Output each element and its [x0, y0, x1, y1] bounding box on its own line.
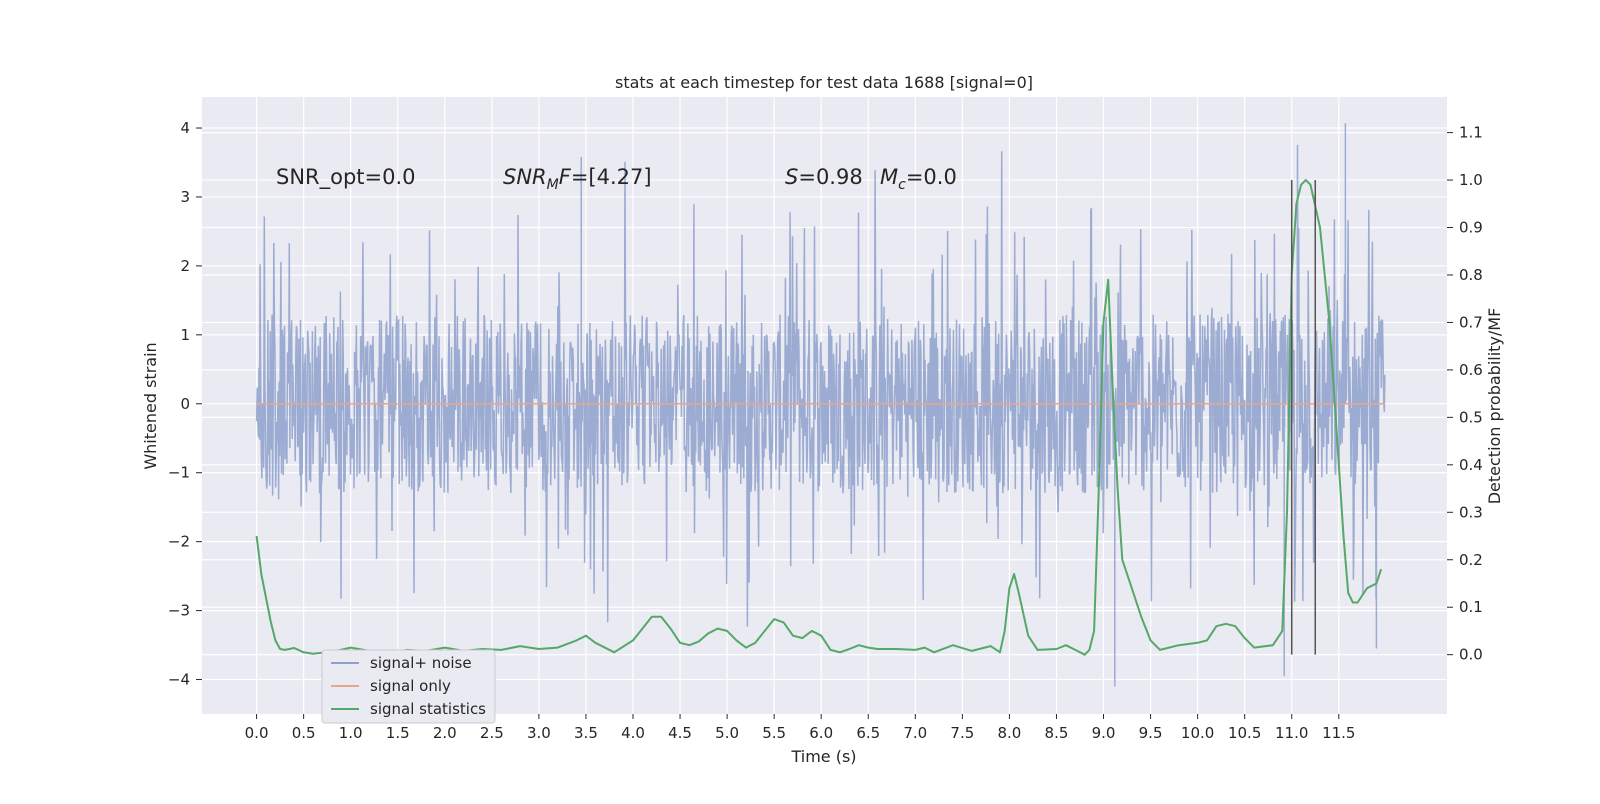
detection-markers — [1290, 180, 1317, 655]
y-right-tick-label-5: 0.5 — [1459, 408, 1483, 426]
snr-mf-f: F — [559, 165, 572, 189]
y-right-tick-label-2: 0.2 — [1459, 551, 1483, 569]
y-right-tick-label-9: 0.9 — [1459, 219, 1483, 237]
statistics-line — [255, 179, 1383, 656]
x-tick-label-19: 9.5 — [1139, 724, 1163, 742]
y-right-tick-label-10: 1.0 — [1459, 171, 1483, 189]
x-tick-label-7: 3.5 — [574, 724, 598, 742]
y-right-tick-label-1: 0.1 — [1459, 598, 1483, 616]
snr-mf-annotation: SNRMF=[4.27] — [503, 165, 652, 193]
snr-opt-annotation: SNR_opt=0.0 — [276, 165, 416, 190]
y-right-tick-label-4: 0.4 — [1459, 456, 1483, 474]
s-annotation: S=0.98 — [785, 165, 863, 189]
mc-sub: c — [898, 177, 906, 193]
y-left-axis-ticks: −4 −3 −2 −1 0 1 2 3 4 — [168, 119, 202, 689]
chart-title: stats at each timestep for test data 168… — [615, 73, 1033, 92]
x-tick-label-4: 2.0 — [433, 724, 457, 742]
x-tick-label-17: 8.5 — [1045, 724, 1069, 742]
x-tick-label-18: 9.0 — [1092, 724, 1116, 742]
y-right-tick-label-0: 0.0 — [1459, 646, 1483, 664]
x-tick-label-13: 6.5 — [856, 724, 880, 742]
mc-value: =0.0 — [906, 165, 957, 189]
x-axis-label: Time (s) — [790, 747, 856, 766]
snr-mf-value: =[4.27] — [571, 165, 652, 189]
signal-statistics-series — [255, 179, 1383, 656]
x-tick-label-10: 5.0 — [715, 724, 739, 742]
y-left-axis-label: Whitened strain — [141, 342, 160, 469]
x-axis-ticks: 0.0 0.5 1.0 1.5 2.0 2.5 3.0 3.5 4.0 4.5 5.0 5.5 6.0 6… — [245, 714, 1355, 742]
x-tick-label-8: 4.0 — [621, 724, 645, 742]
y-left-tick-label-0: −4 — [168, 671, 190, 689]
y-right-axis-ticks: 0.0 0.1 0.2 0.3 0.4 0.5 0.6 0.7 0.8 0.9 1.0 1.1 — [1447, 124, 1483, 664]
x-tick-label-16: 8.0 — [997, 724, 1021, 742]
y-right-tick-label-11: 1.1 — [1459, 124, 1483, 142]
x-tick-label-1: 0.5 — [292, 724, 316, 742]
signal-noise-series — [255, 123, 1386, 687]
x-tick-label-0: 0.0 — [245, 724, 269, 742]
y-right-tick-label-3: 0.3 — [1459, 503, 1483, 521]
legend: signal+ noise signal only signal statist… — [321, 649, 496, 724]
x-tick-label-11: 5.5 — [762, 724, 786, 742]
x-tick-label-15: 7.5 — [950, 724, 974, 742]
x-tick-label-21: 10.5 — [1228, 724, 1261, 742]
x-tick-label-2: 1.0 — [339, 724, 363, 742]
x-tick-label-20: 10.0 — [1181, 724, 1214, 742]
x-tick-label-23: 11.5 — [1322, 724, 1355, 742]
y-left-tick-label-5: 1 — [180, 326, 190, 344]
y-left-tick-label-6: 2 — [180, 257, 190, 275]
y-right-tick-label-7: 0.7 — [1459, 313, 1483, 331]
legend-box — [321, 649, 496, 724]
x-tick-label-9: 4.5 — [668, 724, 692, 742]
legend-noise-label: signal+ noise — [370, 654, 472, 672]
s-value: =0.98 — [798, 165, 862, 189]
x-tick-label-5: 2.5 — [480, 724, 504, 742]
legend-signal-only-label: signal only — [370, 677, 451, 695]
y-left-tick-label-1: −3 — [168, 602, 190, 620]
snr-mf-main: SNR — [503, 165, 547, 189]
x-tick-label-14: 7.0 — [903, 724, 927, 742]
y-right-tick-label-6: 0.6 — [1459, 361, 1483, 379]
y-left-tick-label-4: 0 — [180, 395, 190, 413]
x-tick-label-6: 3.0 — [527, 724, 551, 742]
y-left-tick-label-7: 3 — [180, 188, 190, 206]
mc-main: M — [880, 165, 898, 189]
grid — [202, 97, 1447, 714]
y-left-tick-label-3: −1 — [168, 464, 190, 482]
mc-annotation: Mc=0.0 — [880, 165, 957, 193]
x-tick-label-22: 11.0 — [1275, 724, 1308, 742]
snr-mf-sub: M — [547, 177, 559, 193]
x-tick-label-3: 1.5 — [386, 724, 410, 742]
y-right-tick-label-8: 0.8 — [1459, 266, 1483, 284]
x-tick-label-12: 6.0 — [809, 724, 833, 742]
y-right-axis-label: Detection probability/MF — [1485, 308, 1504, 505]
y-left-tick-label-2: −2 — [168, 533, 190, 551]
s-label: S — [785, 165, 798, 189]
noise-trace — [255, 123, 1386, 687]
legend-statistics-label: signal statistics — [370, 700, 486, 718]
y-left-tick-label-8: 4 — [180, 119, 190, 137]
